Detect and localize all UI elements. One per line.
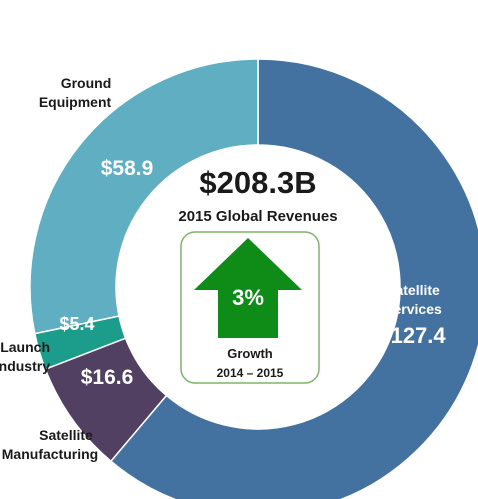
- slice-satellite-services: [109, 58, 478, 499]
- total-revenue: $208.3B: [199, 165, 316, 200]
- value-label-ground-equipment: $58.9: [101, 157, 154, 180]
- category-label-satellite-manufacturing-line1: Satellite: [39, 427, 93, 443]
- category-label-satellite-services-line2: Services: [384, 301, 442, 317]
- category-label-ground-equipment-line1: Ground: [61, 75, 112, 91]
- category-label-satellite-services-line1: Satellite: [386, 282, 440, 298]
- up-arrow-icon: [194, 238, 302, 338]
- value-label-launch-industry: $5.4: [59, 314, 94, 334]
- growth-label: Growth: [227, 346, 273, 361]
- category-label-launch-industry-line1: Launch: [0, 339, 50, 355]
- value-label-satellite-manufacturing: $16.6: [81, 366, 134, 389]
- category-label-satellite-manufacturing-line2: Manufacturing: [2, 446, 98, 462]
- value-label-satellite-services: $127.4: [378, 323, 446, 348]
- growth-percent: 3%: [232, 285, 264, 310]
- category-label-launch-industry-line2: Industry: [0, 358, 50, 374]
- category-label-ground-equipment-line2: Equipment: [39, 94, 112, 110]
- growth-period: 2014 – 2015: [217, 366, 284, 380]
- donut-slices: [29, 58, 478, 499]
- slice-ground-equipment: [29, 58, 259, 335]
- center-subtitle: 2015 Global Revenues: [178, 208, 337, 225]
